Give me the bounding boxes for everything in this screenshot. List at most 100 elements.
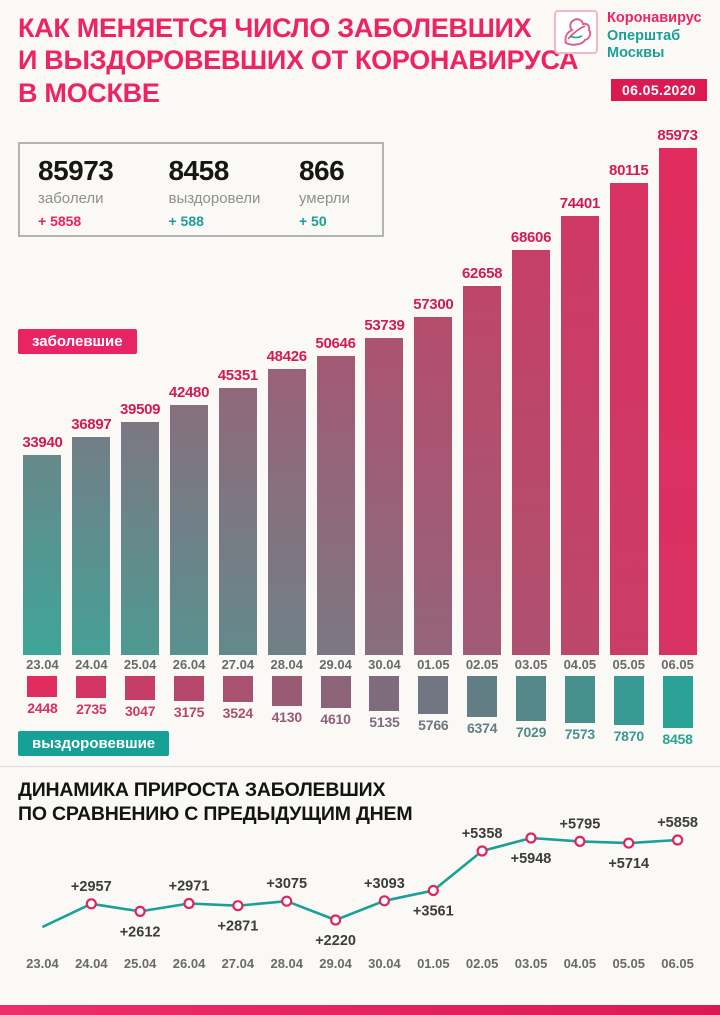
point-marker: [574, 835, 586, 848]
bar-value-label: 42480: [168, 383, 210, 401]
point-marker: [85, 898, 97, 910]
infected-legend-badge: заболевшие: [18, 329, 137, 354]
bar-date-label: 26.04: [172, 657, 206, 672]
title-line-3: В МОСКВЕ: [18, 77, 160, 108]
point-marker: [378, 895, 390, 907]
trend-title-line-2: ПО СРАВНЕНИЮ С ПРЕДЫДУЩИМ ДНЕМ: [18, 802, 413, 825]
trend-date-label: 23.04: [26, 956, 59, 971]
recovered-value-label: 5135: [369, 713, 400, 730]
bar-value-label: 33940: [22, 433, 63, 451]
point-marker: [476, 845, 488, 857]
section-divider: [0, 766, 720, 767]
point-value-label: +5795: [560, 816, 601, 832]
recovered-bar: [613, 676, 644, 725]
point-marker: [134, 905, 146, 918]
date-badge: 06.05.2020: [611, 79, 708, 101]
bar-date-label: 25.04: [123, 657, 157, 672]
page-title: КАК МЕНЯЕТСЯ ЧИСЛО ЗАБОЛЕВШИХ И ВЫЗДОРОВ…: [18, 12, 579, 109]
operational-hq-logo: Коронавирус Оперштаб Москвы: [554, 10, 702, 63]
recovered-value-label: 5766: [418, 717, 449, 733]
point-marker: [232, 900, 244, 912]
trend-line: [41, 836, 678, 929]
trend-date-label: 01.05: [417, 956, 450, 971]
trend-title-line-1: ДИНАМИКА ПРИРОСТА ЗАБОЛЕВШИХ: [18, 779, 386, 801]
trend-date-label: 27.04: [221, 956, 255, 971]
recovered-value-label: 3524: [222, 705, 254, 722]
trend-date-label: 29.04: [319, 956, 352, 971]
trend-date-label: 28.04: [270, 956, 304, 971]
trend-date-label: 06.05: [661, 956, 694, 971]
bar-date-label: 30.04: [368, 657, 401, 672]
recovered-bar: [467, 676, 498, 718]
bar-date-label: 23.04: [26, 657, 59, 672]
stats-box: 85973 заболели + 5858 8458 выздоровели +…: [18, 142, 384, 237]
point-marker: [183, 897, 195, 910]
infected-bar: [170, 404, 208, 655]
bar-date-label: 01.05: [417, 657, 450, 672]
infected-bar: [512, 250, 550, 655]
stat-deceased-label: умерли: [298, 190, 350, 207]
stat-deceased-value: 866: [298, 155, 345, 186]
point-value-label: +2971: [169, 879, 210, 895]
bar-date-label: 02.05: [465, 657, 499, 672]
bar-value-label: 57300: [413, 296, 454, 314]
point-marker: [330, 914, 342, 926]
stat-deceased-delta: + 50: [298, 213, 327, 229]
recovered-bar: [27, 676, 58, 697]
infected-bar: [658, 148, 697, 655]
infected-bar: [23, 454, 62, 655]
bar-value-label: 36897: [71, 416, 112, 434]
bar-date-label: 03.05: [514, 657, 548, 672]
bar-value-label: 39509: [120, 401, 161, 418]
infected-bar: [365, 338, 404, 655]
recovered-bar: [369, 676, 400, 711]
logo-line-moscow: Москвы: [607, 45, 665, 62]
bar-value-label: 45351: [217, 366, 259, 384]
stat-infected-delta: + 5858: [38, 213, 82, 229]
point-value-label: +5714: [608, 856, 649, 872]
bar-date-label: 28.04: [270, 657, 304, 672]
recovered-legend-badge: выздоровевшие: [18, 731, 170, 756]
point-marker: [525, 832, 537, 844]
point-marker: [427, 884, 439, 897]
bar-value-label: 53739: [364, 317, 405, 335]
point-value-label: +2957: [71, 879, 112, 895]
logo-line-coronavirus: Коронавирус: [607, 10, 702, 26]
bar-date-label: 27.04: [221, 657, 255, 672]
infected-bar: [72, 437, 111, 655]
recovered-bar: [125, 676, 156, 700]
trend-date-label: 05.05: [612, 956, 646, 971]
recovered-bar: [174, 676, 204, 701]
bar-date-label: 04.05: [563, 657, 597, 672]
bar-value-label: 48426: [266, 348, 308, 366]
point-value-label: +2220: [315, 933, 356, 949]
bar-value-label: 80115: [609, 161, 649, 179]
trend-section-title: ДИНАМИКА ПРИРОСТА ЗАБОЛЕВШИХ ПО СРАВНЕНИ…: [18, 779, 413, 827]
infected-bar: [609, 182, 648, 655]
point-value-label: +5858: [657, 815, 698, 831]
recovered-bar: [516, 676, 546, 721]
bar-value-label: 85973: [657, 127, 698, 144]
title-line-2: И ВЫЗДОРОВЕВШИХ ОТ КОРОНАВИРУСА: [18, 45, 579, 76]
moscow-emblem-icon: [554, 10, 598, 54]
recovered-bar: [564, 676, 595, 724]
recovered-value-label: 8458: [662, 731, 693, 747]
stat-infected-value: 85973: [38, 155, 114, 186]
trend-date-label: 24.04: [75, 956, 108, 971]
recovered-bar: [320, 676, 351, 708]
bar-date-label: 05.05: [612, 657, 646, 672]
trend-date-label: 04.05: [563, 956, 597, 971]
infected-bar: [218, 387, 257, 655]
recovered-value-label: 7573: [564, 726, 596, 743]
recovered-bar: [662, 676, 693, 728]
bar-value-label: 74401: [559, 195, 601, 213]
bar-date-label: 29.04: [319, 657, 352, 672]
recovered-value-label: 6374: [466, 720, 498, 737]
recovered-bar: [222, 676, 253, 703]
infected-bar: [316, 356, 355, 655]
bar-date-label: 24.04: [75, 657, 108, 672]
point-value-label: +3561: [413, 904, 454, 920]
trend-date-label: 25.04: [123, 956, 157, 971]
recovered-value-label: 3047: [124, 702, 156, 719]
